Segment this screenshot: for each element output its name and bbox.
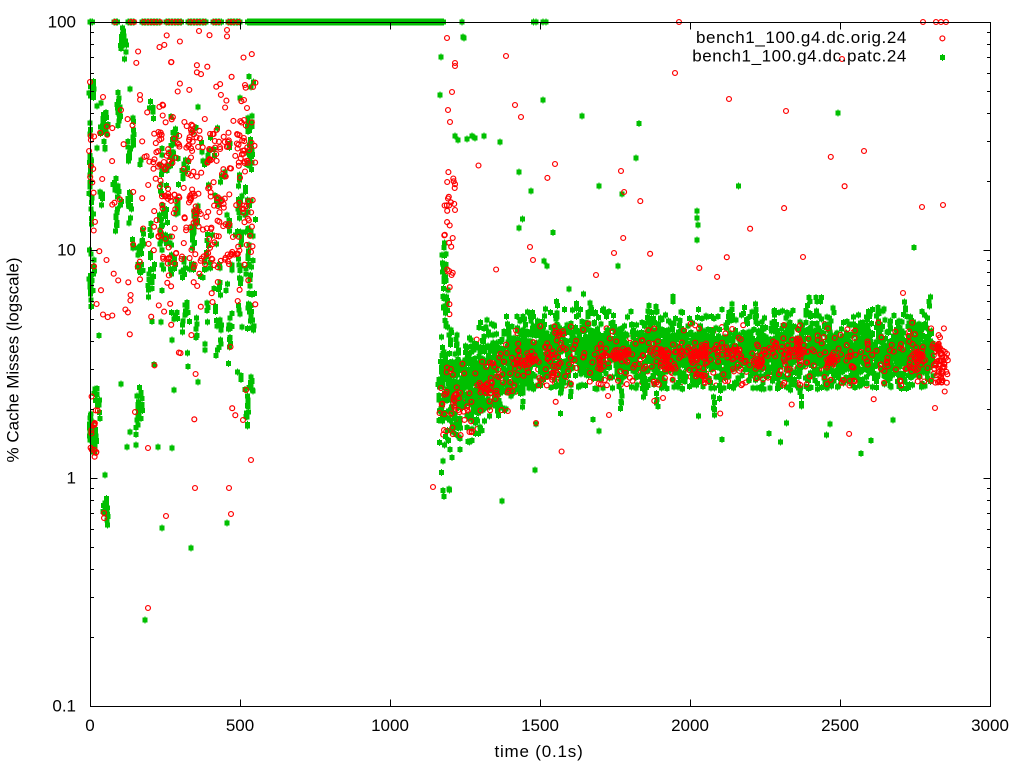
svg-text:time (0.1s): time (0.1s) xyxy=(494,742,583,761)
svg-text:500: 500 xyxy=(226,716,254,735)
svg-text:2500: 2500 xyxy=(821,716,859,735)
svg-text:0: 0 xyxy=(85,716,94,735)
svg-text:3000: 3000 xyxy=(971,716,1009,735)
svg-text:2000: 2000 xyxy=(671,716,709,735)
svg-text:0.1: 0.1 xyxy=(52,697,76,716)
svg-text:100: 100 xyxy=(48,13,76,32)
svg-text:bench1_100.g4.dc.patc.24: bench1_100.g4.dc.patc.24 xyxy=(692,47,907,66)
svg-text:10: 10 xyxy=(57,241,76,260)
svg-text:% Cache Misses (logscale): % Cache Misses (logscale) xyxy=(4,257,23,462)
svg-text:1000: 1000 xyxy=(371,716,409,735)
svg-text:bench1_100.g4.dc.orig.24: bench1_100.g4.dc.orig.24 xyxy=(696,28,907,47)
svg-text:1: 1 xyxy=(67,469,76,488)
svg-text:1500: 1500 xyxy=(521,716,559,735)
